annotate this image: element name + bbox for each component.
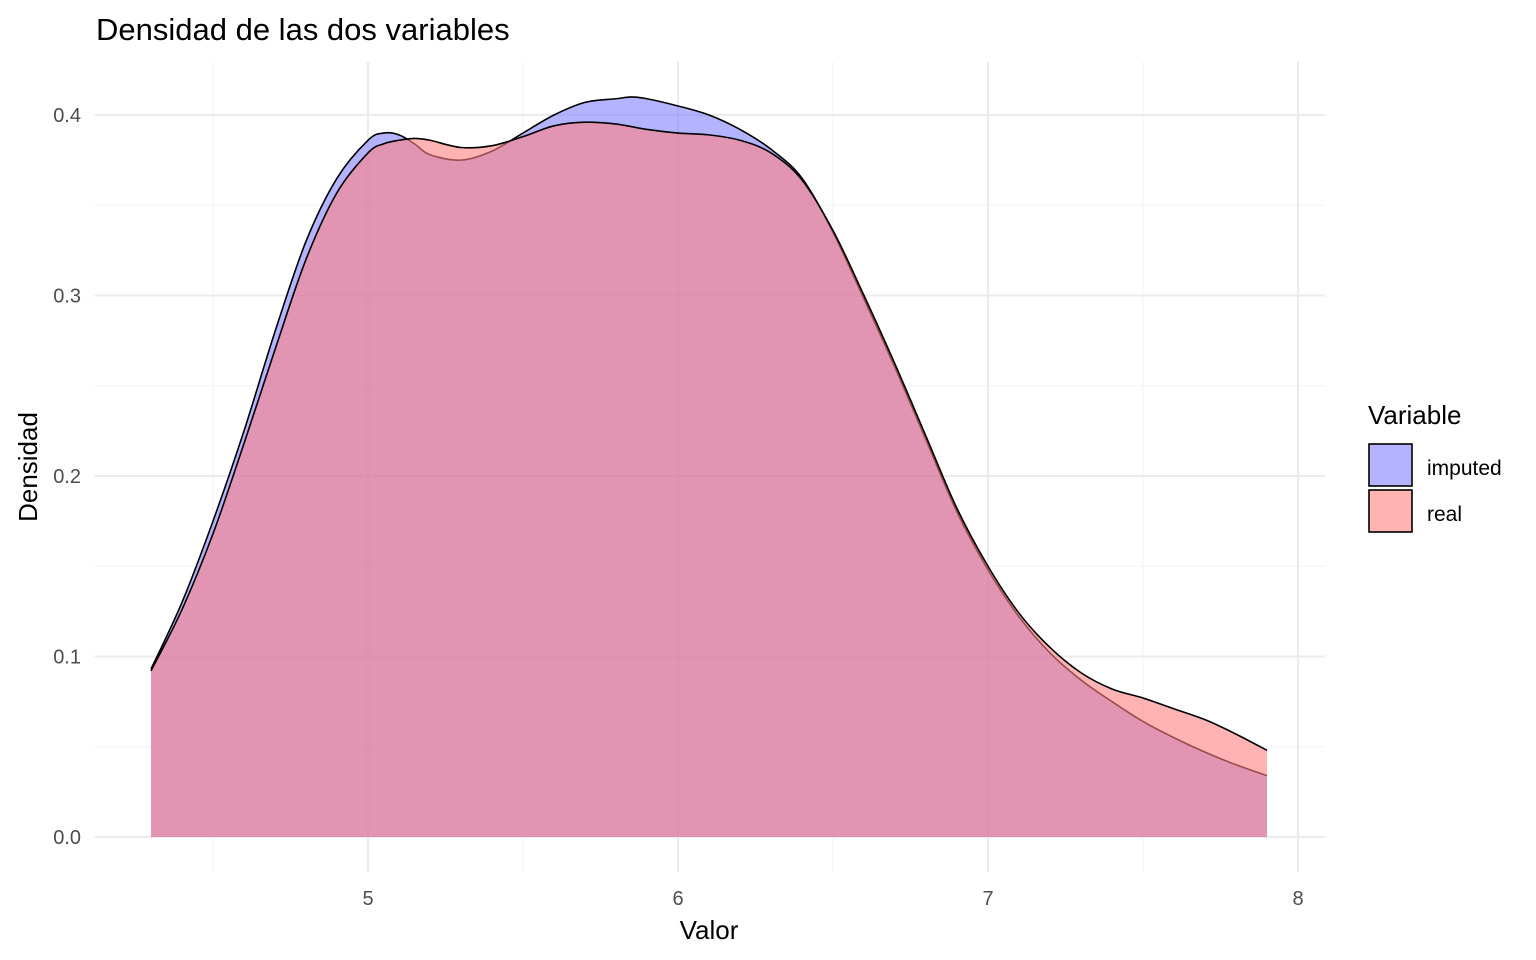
- x-tick-label: 6: [672, 888, 683, 910]
- chart-title: Densidad de las dos variables: [96, 12, 510, 47]
- legend-label-real: real: [1427, 503, 1462, 526]
- density-areas: [150, 96, 1268, 838]
- legend-label-imputed: imputed: [1427, 457, 1502, 480]
- legend-title: Variable: [1368, 400, 1461, 430]
- x-axis-title: Valor: [680, 915, 739, 945]
- y-axis-title: Densidad: [13, 412, 43, 522]
- legend: Variable imputed real: [1368, 400, 1502, 533]
- y-tick-label: 0.1: [53, 647, 81, 669]
- legend-key-imputed: [1368, 443, 1413, 487]
- x-tick-label: 7: [982, 888, 993, 910]
- density-line-real: [150, 121, 1268, 752]
- y-tick-label: 0.3: [53, 286, 81, 308]
- legend-key-real: [1368, 489, 1413, 533]
- x-tick-label: 5: [362, 888, 373, 910]
- y-tick-label: 0.0: [53, 827, 81, 849]
- density-area-real: [151, 122, 1267, 838]
- y-tick-label: 0.4: [53, 105, 81, 127]
- x-tick-label: 8: [1292, 888, 1303, 910]
- y-tick-label: 0.2: [53, 466, 81, 488]
- axes: 0.0 0.1 0.2 0.3 0.4 5 6 7 8: [53, 105, 1303, 910]
